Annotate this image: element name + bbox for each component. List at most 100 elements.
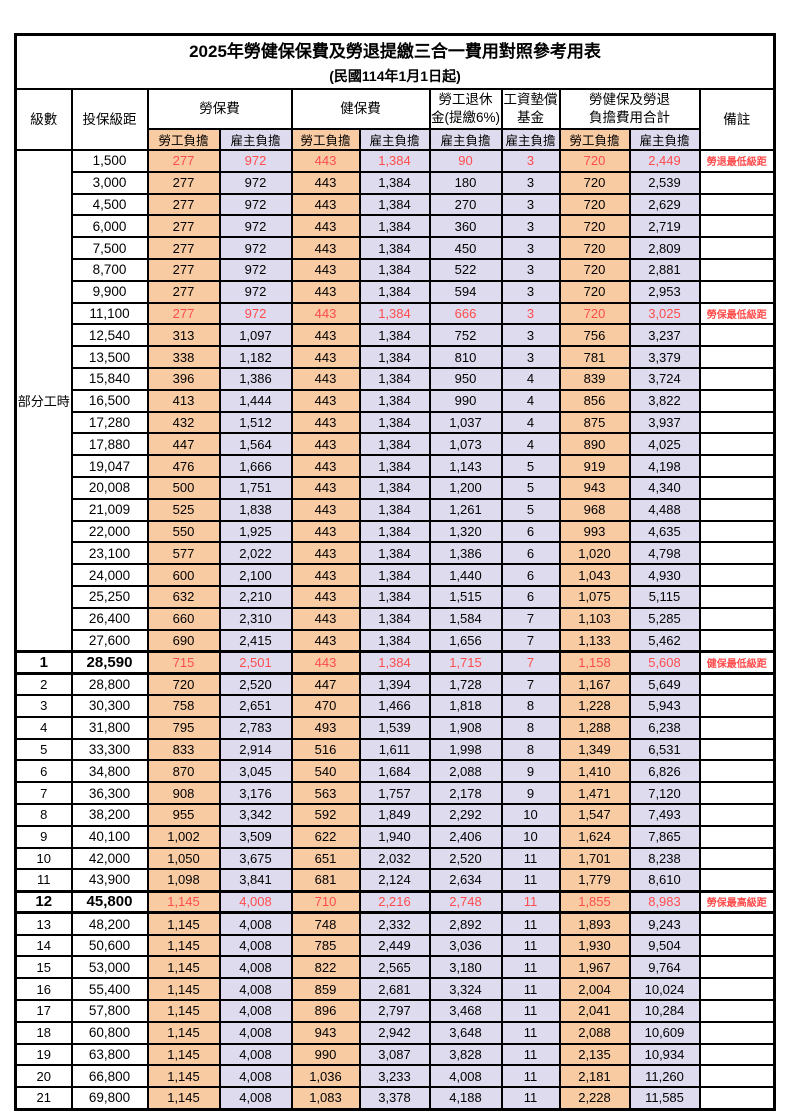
cell-value: 1,611	[358, 737, 431, 762]
cell-value: 447	[146, 432, 221, 457]
table-row: 11,100 277 972 443 1,384 666 3 720 3,025 勞保最低級距	[16, 301, 776, 326]
cell-value: 1,158	[558, 649, 631, 675]
table-row: 26,400 660 2,310 443 1,384 1,584 7 1,103 5,285	[16, 606, 776, 631]
cell-value: 3,342	[218, 802, 293, 827]
table-row: 3 30,300 758 2,651 470 1,466 1,818 8 1,228 5,943	[14, 693, 776, 718]
cell-value: 3,176	[218, 781, 293, 805]
cell-value: 859	[290, 977, 361, 1002]
cell-value: 1,757	[358, 781, 431, 805]
cell-value: 443	[290, 170, 361, 195]
cell-value: 2,809	[628, 236, 701, 260]
table-row: 23,100 577 2,022 443 1,384 1,386 6 1,020 4,798	[16, 541, 776, 566]
cell-value: 1,779	[558, 868, 631, 893]
cell-value: 1,564	[218, 432, 293, 457]
subheader-combined-employer: 雇主負擔	[628, 128, 701, 151]
cell-level: 16	[14, 977, 73, 1002]
cell-value: 3	[500, 236, 561, 260]
cell-remark	[698, 955, 776, 980]
cell-value: 2,914	[218, 737, 293, 762]
cell-remark	[698, 672, 776, 696]
cell-value: 1,145	[146, 977, 221, 1002]
cell-value: 3	[500, 170, 561, 195]
cell-level: 8	[14, 802, 73, 827]
cell-bracket: 4,500	[70, 192, 149, 217]
cell-value: 919	[558, 454, 631, 478]
cell-remark	[698, 192, 776, 217]
cell-value: 3	[500, 149, 561, 173]
cell-value: 810	[428, 345, 503, 369]
subheader-combined-employee: 勞工負擔	[558, 128, 631, 151]
cell-value: 11,260	[628, 1064, 701, 1089]
cell-value: 2,135	[558, 1042, 631, 1067]
cell-bracket: 31,800	[70, 715, 149, 740]
cell-value: 443	[290, 214, 361, 239]
cell-value: 1,384	[358, 257, 431, 282]
cell-value: 720	[558, 149, 631, 173]
cell-value: 5,608	[628, 649, 701, 675]
cell-value: 972	[218, 149, 293, 173]
cell-value: 8	[500, 737, 561, 762]
cell-value: 1,384	[358, 519, 431, 544]
cell-bracket: 66,800	[70, 1064, 149, 1089]
cell-value: 443	[290, 563, 361, 587]
cell-value: 5,649	[628, 672, 701, 696]
cell-value: 1,073	[428, 432, 503, 457]
cell-value: 990	[290, 1042, 361, 1067]
cell-value: 950	[428, 366, 503, 391]
cell-value: 1,849	[358, 802, 431, 827]
cell-value: 972	[218, 301, 293, 326]
cell-value: 4,198	[628, 454, 701, 478]
cell-value: 7	[500, 649, 561, 675]
table-row: 16,500 413 1,444 443 1,384 990 4 856 3,822	[16, 388, 776, 413]
cell-value: 1,818	[428, 693, 503, 718]
cell-level: 18	[14, 1020, 73, 1045]
cell-value: 2,881	[628, 257, 701, 282]
cell-value: 2,292	[428, 802, 503, 827]
cell-value: 4,930	[628, 563, 701, 587]
cell-value: 2,041	[558, 999, 631, 1023]
cell-value: 2,216	[358, 889, 431, 915]
cell-value: 781	[558, 345, 631, 369]
cell-value: 3,379	[628, 345, 701, 369]
cell-value: 6	[500, 519, 561, 544]
table-row: 11 43,900 1,098 3,841 681 2,124 2,634 11 1,779 8,…	[14, 868, 776, 893]
subheader-labor-employee: 勞工負擔	[146, 128, 221, 151]
cell-level: 19	[14, 1042, 73, 1067]
cell-value: 1,182	[218, 345, 293, 369]
header-health-fee: 健保費	[290, 88, 431, 130]
cell-value: 3	[500, 192, 561, 217]
cell-value: 1,908	[428, 715, 503, 740]
cell-value: 11	[500, 1086, 561, 1111]
cell-bracket: 20,008	[70, 475, 149, 500]
cell-value: 2,406	[428, 824, 503, 849]
cell-value: 4	[500, 432, 561, 457]
cell-value: 5,115	[628, 584, 701, 609]
cell-value: 1,384	[358, 192, 431, 217]
header-remark: 備註	[698, 88, 776, 151]
cell-value: 11	[500, 889, 561, 915]
cell-value: 1,145	[146, 889, 221, 915]
cell-remark	[698, 454, 776, 478]
cell-value: 2,310	[218, 606, 293, 631]
cell-value: 2,681	[358, 977, 431, 1002]
cell-value: 1,050	[146, 846, 221, 871]
table-row: 17 57,800 1,145 4,008 896 2,797 3,468 11 2,041 10…	[14, 999, 776, 1023]
cell-value: 1,036	[290, 1064, 361, 1089]
cell-value: 833	[146, 737, 221, 762]
cell-value: 11	[500, 955, 561, 980]
table-row: 20,008 500 1,751 443 1,384 1,200 5 943 4,340	[16, 475, 776, 500]
cell-value: 1,384	[358, 301, 431, 326]
cell-value: 3	[500, 214, 561, 239]
cell-value: 1,320	[428, 519, 503, 544]
cell-value: 450	[428, 236, 503, 260]
cell-remark	[698, 410, 776, 435]
cell-value: 1,838	[218, 497, 293, 522]
table-row: 17,280 432 1,512 443 1,384 1,037 4 875 3,937	[16, 410, 776, 435]
cell-value: 470	[290, 693, 361, 718]
cell-value: 1,410	[558, 759, 631, 784]
cell-value: 1,386	[428, 541, 503, 566]
cell-value: 1,471	[558, 781, 631, 805]
cell-bracket: 8,700	[70, 257, 149, 282]
cell-bracket: 6,000	[70, 214, 149, 239]
cell-value: 4	[500, 388, 561, 413]
